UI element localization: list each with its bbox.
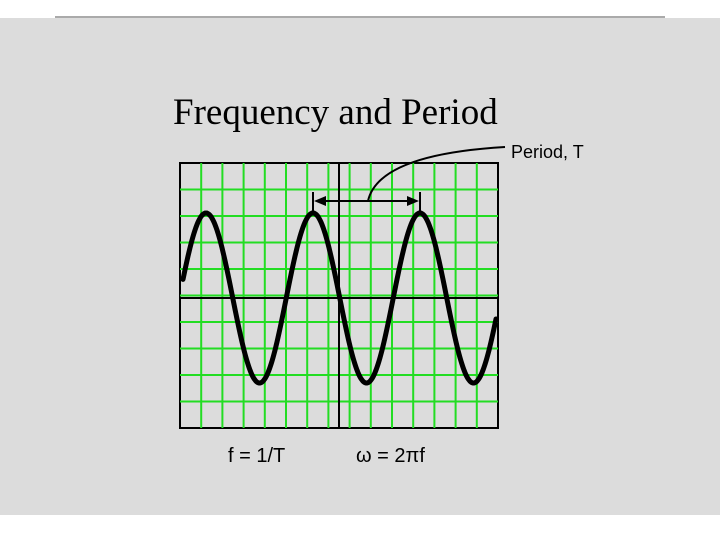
period-arrow [312, 146, 506, 212]
sine-wave [180, 210, 499, 386]
frequency-formula: f = 1/T [228, 445, 285, 467]
period-label: Period, T [511, 142, 584, 162]
arrow-head [314, 196, 326, 206]
angular-frequency-formula: ω = 2πf [356, 445, 425, 467]
arrow-head [407, 196, 419, 206]
callout-line [367, 146, 506, 202]
slide-title: Frequency and Period [173, 92, 498, 133]
